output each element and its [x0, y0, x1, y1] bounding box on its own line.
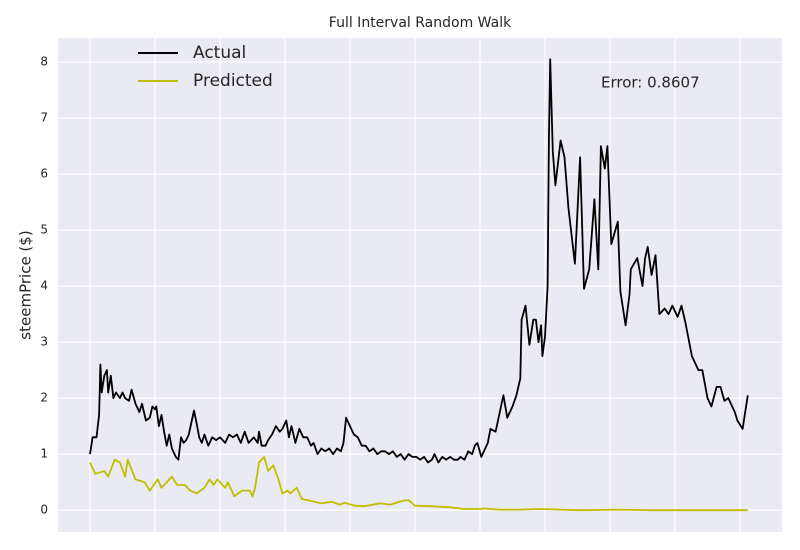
y-tick-label: 2 — [40, 391, 48, 405]
y-tick-label: 1 — [40, 447, 48, 461]
annotation: Error: 0.8607 — [601, 74, 700, 92]
lines — [89, 58, 749, 512]
y-axis-label: steemPrice ($) — [17, 230, 35, 339]
y-tick-label: 5 — [40, 223, 48, 237]
y-tick-label: 4 — [40, 279, 48, 293]
plot-area — [58, 38, 782, 532]
y-tick-label: 6 — [40, 167, 48, 181]
series-line — [89, 58, 749, 464]
series-line — [89, 456, 748, 512]
y-tick-label: 8 — [40, 55, 48, 69]
y-tick-label: 0 — [40, 503, 48, 517]
chart-title: Full Interval Random Walk — [329, 15, 512, 31]
y-tick-label: 3 — [40, 335, 48, 349]
legend-label: Actual — [193, 43, 246, 63]
legend-label: Predicted — [193, 71, 273, 91]
y-tick-label: 7 — [40, 111, 48, 125]
grid — [58, 38, 782, 532]
legend: Actual Predicted — [138, 43, 273, 91]
